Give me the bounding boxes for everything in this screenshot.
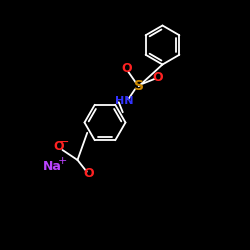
Text: S: S <box>134 79 144 93</box>
Text: HN: HN <box>114 96 133 106</box>
Text: O: O <box>54 140 64 153</box>
Text: +: + <box>57 156 67 166</box>
Text: O: O <box>84 167 94 180</box>
Text: −: − <box>58 136 69 148</box>
Text: Na: Na <box>43 160 62 173</box>
Text: O: O <box>121 62 132 75</box>
Text: O: O <box>152 71 163 84</box>
